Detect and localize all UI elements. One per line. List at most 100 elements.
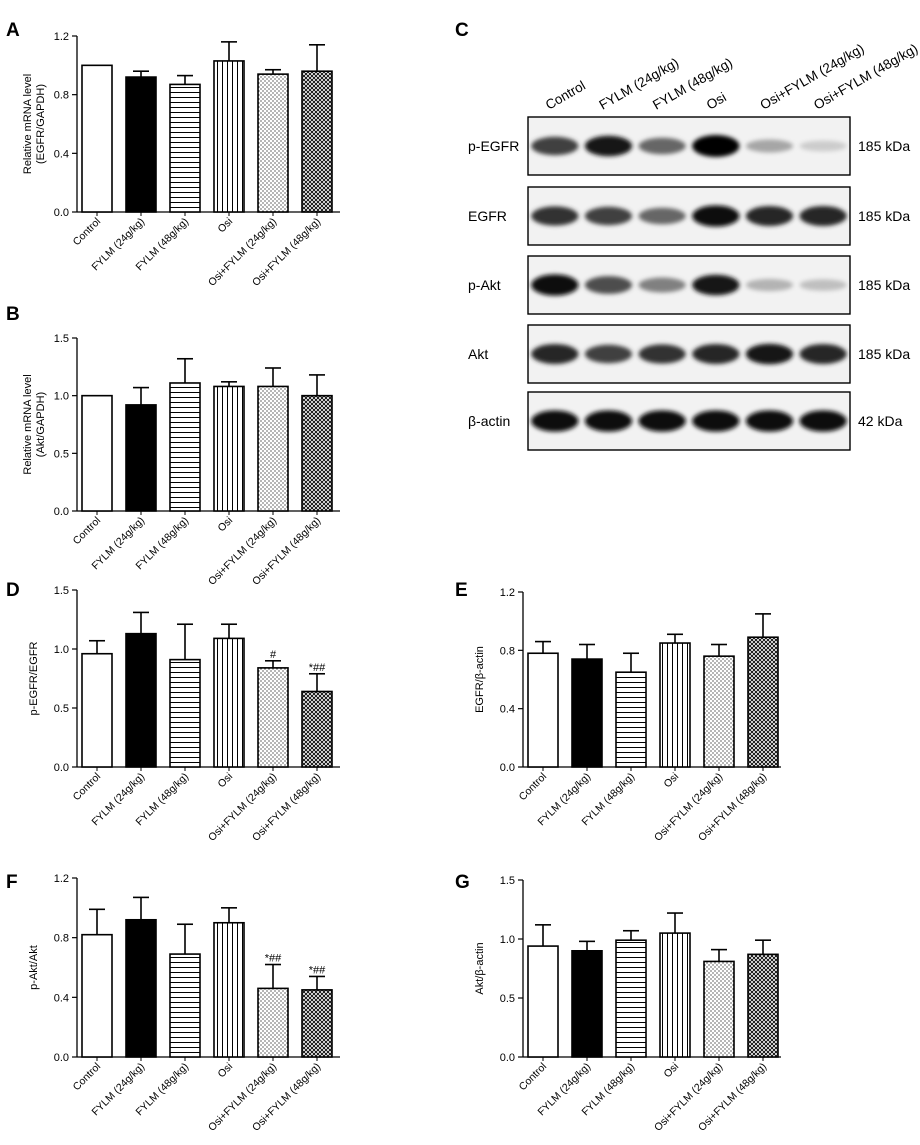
blot-band [531,344,579,364]
blot-size-label: 185 kDa [858,138,910,154]
blot-band [638,137,686,155]
blot-band [531,206,579,226]
x-tick-label: Osi [661,1061,681,1081]
y-tick-label: 1.0 [54,644,69,656]
bar-1 [527,652,559,768]
bar-2 [571,658,603,768]
bar-2 [125,76,157,213]
bar-4 [213,60,245,213]
panel-label-c: C [455,20,469,41]
x-tick-label: Control [517,1061,549,1093]
bar-3 [615,671,647,768]
blot-size-label: 42 kDa [858,413,903,429]
significance-annotation: *## [309,662,326,674]
bar-1 [81,652,113,768]
y-tick-label: 0.8 [54,90,69,102]
blot-band [799,206,847,226]
bar-3 [615,939,647,1058]
panel-label-e: E [455,580,468,601]
y-axis-title: Relative mRNA level(Akt/GAPDH) [22,374,47,474]
y-tick-label: 1.0 [500,934,515,946]
blot-band [799,279,847,291]
blot-band [584,135,633,157]
y-axis-title: EGFR/β-actin [474,646,486,713]
panel-label-g: G [455,872,470,893]
bar-4 [659,642,691,768]
blot-row-4: β-actin 42 kDa [468,391,903,451]
blot-band [692,274,740,296]
bar-2 [125,918,157,1058]
bar-3 [169,382,201,512]
y-tick-label: 1.5 [54,585,69,597]
bar-6 [747,953,779,1058]
y-tick-label: 0.0 [54,506,69,518]
y-tick-label: 0.8 [54,933,69,945]
blot-row-1: EGFR 185 kDa [468,186,910,246]
blot-band [584,276,633,294]
blot-row-0: p-EGFR 185 kDa [468,116,910,176]
bar-2 [125,404,157,512]
y-axis-title: Relative mRNA level(EGFR/GAPDH) [22,74,47,174]
blot-band [745,410,794,432]
bar-chart-b: 0.0 0.5 1.0 1.5 Relative mRNA level(Akt/GAPD… [22,333,340,588]
x-tick-label: Control [71,1061,103,1093]
blot-row-3: Akt 185 kDa [468,324,910,384]
significance-annotation: *## [265,953,282,965]
blot-lane-label: Osi+FYLM (48g/kg) [811,41,920,113]
blot-membrane [527,116,851,176]
x-tick-label: Osi [661,771,681,791]
y-tick-label: 0.4 [500,704,515,716]
blot-protein-label: p-EGFR [468,138,519,154]
blot-band [745,139,794,153]
bar-6 [747,636,779,768]
x-tick-label: Control [71,771,103,803]
blot-band [692,205,740,227]
y-tick-label: 0.4 [54,148,69,160]
panel-label-f: F [6,872,18,893]
blot-band [745,343,794,365]
bar-5 [703,655,735,768]
y-tick-label: 0.4 [54,992,69,1004]
bar-5 [257,385,289,512]
bar-4 [213,385,245,512]
blot-band [638,207,686,225]
x-tick-label: Osi [215,1061,235,1081]
blot-row-2: p-Akt 185 kDa [468,255,910,315]
blot-protein-label: Akt [468,346,488,362]
bar-6 [301,690,333,768]
y-tick-label: 0.0 [500,1052,515,1064]
blot-band [584,344,633,364]
x-tick-label: Osi [215,216,235,236]
blot-band [692,410,740,432]
blot-size-label: 185 kDa [858,208,910,224]
x-tick-label: Control [517,771,549,803]
bar-chart-a: 0.0 0.4 0.8 1.2 Relative mRNA level(EGFR/GAP… [22,31,340,289]
bar-5 [257,987,289,1058]
blot-lane-label: Control [543,78,588,113]
blot-size-label: 185 kDa [858,346,910,362]
blot-band [638,410,686,432]
western-blot: Control FYLM (24g/kg)FYLM (48g/kg)Osi Osi+… [468,41,920,451]
blot-band [584,206,633,226]
bar-4 [659,932,691,1058]
bar-6 [301,394,333,512]
y-tick-label: 1.2 [54,873,69,885]
bar-6 [301,989,333,1058]
bar-5 [703,960,735,1058]
y-tick-label: 1.5 [500,875,515,887]
y-axis-title: Akt/β-actin [474,942,486,994]
bar-6 [301,70,333,213]
y-tick-label: 0.0 [54,762,69,774]
y-tick-label: 0.0 [500,762,515,774]
bar-1 [81,933,113,1058]
panel-label-a: A [6,20,20,41]
blot-membrane [527,186,851,246]
blot-band [799,344,847,364]
bar-3 [169,658,201,768]
y-tick-label: 0.5 [500,993,515,1005]
x-tick-label: Control [71,515,103,547]
